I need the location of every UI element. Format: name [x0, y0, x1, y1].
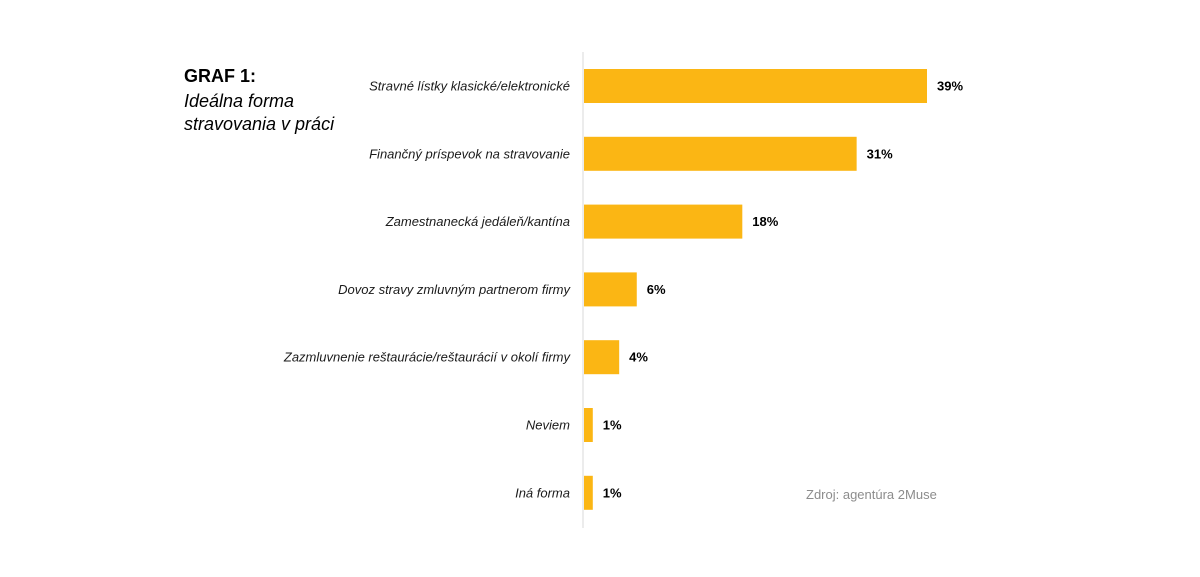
category-label: Finančný príspevok na stravovanie [369, 146, 570, 161]
category-label: Stravné lístky klasické/elektronické [369, 79, 570, 94]
value-label: 1% [603, 418, 622, 433]
bar [584, 408, 593, 442]
bar [584, 340, 620, 375]
chart-title: GRAF 1: [184, 66, 256, 86]
value-label: 6% [647, 282, 666, 297]
bar [584, 204, 743, 239]
value-label: 18% [752, 214, 778, 229]
category-label: Zazmluvnenie reštaurácie/reštaurácií v o… [283, 350, 572, 365]
value-label: 4% [629, 350, 648, 365]
bar [584, 69, 927, 103]
source-note: Zdroj: agentúra 2Muse [806, 487, 937, 502]
category-label: Iná forma [515, 485, 570, 500]
value-label: 39% [937, 79, 963, 94]
bar [584, 272, 637, 307]
category-label: Dovoz stravy zmluvným partnerom firmy [338, 282, 571, 297]
bar [584, 475, 593, 510]
category-label: Zamestnanecká jedáleň/kantína [385, 214, 570, 229]
value-label: 31% [867, 146, 893, 161]
chart-subtitle: Ideálna forma stravovania v práci [184, 91, 335, 134]
value-label: 1% [603, 485, 622, 500]
category-label: Neviem [526, 418, 570, 433]
bar [584, 136, 857, 171]
